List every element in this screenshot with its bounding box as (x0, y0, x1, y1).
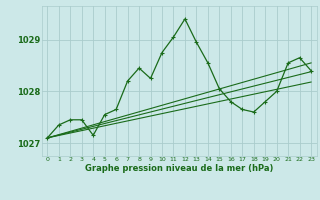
X-axis label: Graphe pression niveau de la mer (hPa): Graphe pression niveau de la mer (hPa) (85, 164, 273, 173)
